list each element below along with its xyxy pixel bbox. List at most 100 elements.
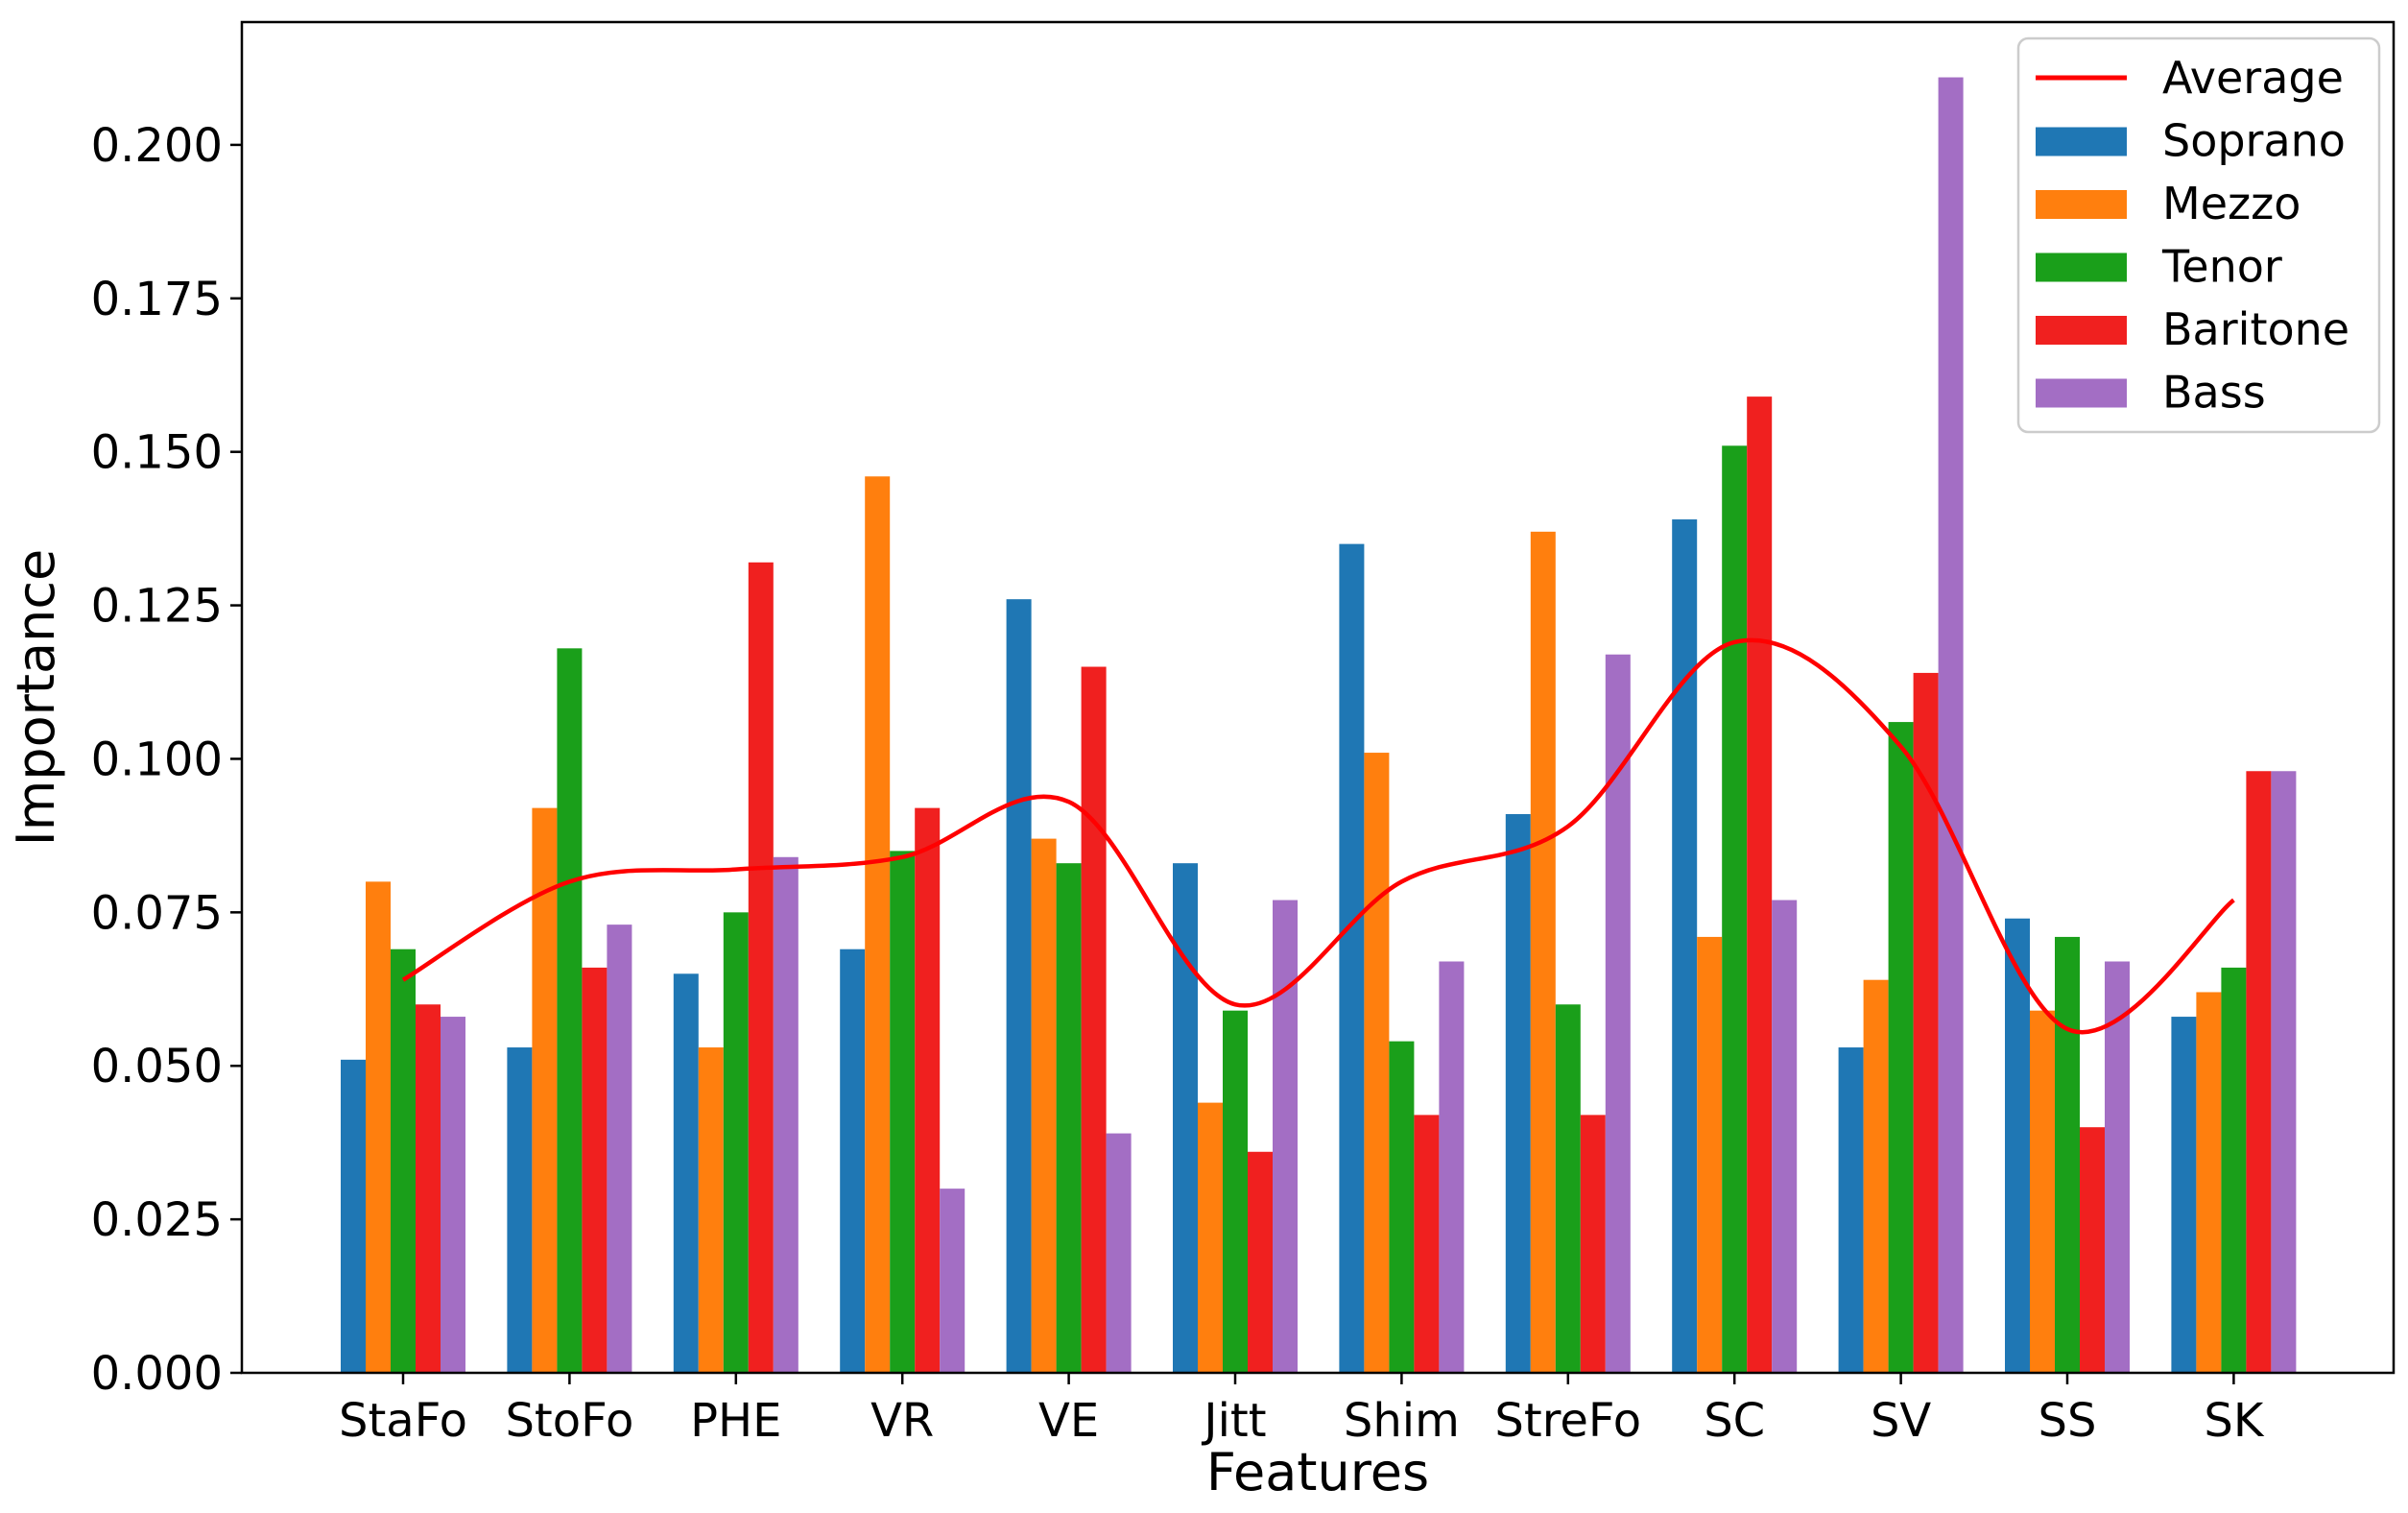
bar-bass-ve <box>1106 1133 1132 1373</box>
legend-label-bass: Bass <box>2162 367 2266 419</box>
average-line <box>401 637 2235 1035</box>
x-tick-label-shim: Shim <box>1344 1394 1460 1448</box>
y-tick-label: 0.100 <box>91 732 223 786</box>
x-tick-label-ve: VE <box>1038 1394 1099 1448</box>
bar-tenor-shim <box>1389 1041 1415 1373</box>
bar-soprano-jitt <box>1173 863 1198 1373</box>
bar-soprano-sk <box>2171 1017 2197 1373</box>
bar-soprano-stofo <box>507 1047 533 1373</box>
legend-swatch-mezzo <box>2036 190 2127 219</box>
bar-baritone-strefo <box>1580 1115 1606 1373</box>
bar-soprano-sv <box>1838 1047 1864 1373</box>
bar-tenor-stofo <box>557 648 583 1373</box>
bar-soprano-vr <box>840 949 866 1373</box>
bar-tenor-strefo <box>1555 1004 1581 1373</box>
x-tick-label-stofo: StoFo <box>505 1394 633 1448</box>
bar-baritone-stofo <box>582 967 608 1373</box>
bar-mezzo-ve <box>1031 838 1057 1373</box>
bar-tenor-ss <box>2055 936 2080 1373</box>
y-tick-label: 0.150 <box>91 426 223 480</box>
x-tick-label-vr: VR <box>870 1394 934 1448</box>
bar-mezzo-stafo <box>366 881 391 1373</box>
x-tick-label-sc: SC <box>1704 1394 1765 1448</box>
legend-swatch-baritone <box>2036 316 2127 345</box>
bar-tenor-vr <box>890 851 916 1373</box>
plot-frame <box>240 20 2396 1375</box>
bar-soprano-stafo <box>341 1059 366 1373</box>
y-tick-label: 0.175 <box>91 273 223 326</box>
bar-tenor-phe <box>723 912 749 1373</box>
x-tick-label-stafo: StaFo <box>339 1394 467 1448</box>
legend-label-soprano: Soprano <box>2162 115 2346 167</box>
bar-bass-ss <box>2105 961 2130 1373</box>
bar-baritone-shim <box>1414 1115 1440 1373</box>
bar-bass-shim <box>1439 961 1465 1373</box>
bar-baritone-sv <box>1913 672 1939 1373</box>
legend-swatch-bass <box>2036 378 2127 408</box>
average-layer <box>401 637 2235 1035</box>
y-tick-label: 0.050 <box>91 1040 223 1093</box>
bar-mezzo-vr <box>865 476 891 1373</box>
bar-bass-phe <box>773 856 799 1373</box>
y-tick-label: 0.025 <box>91 1193 223 1247</box>
x-tick-label-phe: PHE <box>690 1394 781 1448</box>
bar-baritone-sc <box>1747 396 1773 1373</box>
legend-label-baritone: Baritone <box>2162 303 2349 355</box>
bar-bass-vr <box>940 1189 966 1373</box>
bar-bass-stofo <box>607 925 632 1373</box>
bar-bass-stafo <box>441 1017 465 1373</box>
y-tick-label: 0.075 <box>91 886 223 940</box>
bar-tenor-ve <box>1056 863 1082 1373</box>
bar-baritone-jitt <box>1248 1151 1273 1373</box>
bar-mezzo-ss <box>2030 1010 2055 1373</box>
bar-bass-jitt <box>1273 900 1298 1373</box>
bar-soprano-strefo <box>1505 814 1531 1373</box>
x-tick-label-sv: SV <box>1871 1394 1931 1448</box>
bar-tenor-sc <box>1722 445 1748 1373</box>
bar-mezzo-sc <box>1697 936 1723 1373</box>
bar-soprano-sc <box>1672 519 1698 1373</box>
bar-mezzo-phe <box>698 1047 724 1373</box>
bar-tenor-stafo <box>391 949 416 1373</box>
y-tick-label: 0.000 <box>91 1347 223 1401</box>
x-axis: StaFo StoFo PHE VR VE Jitt Shim StreFo SC SV SS SK <box>339 1373 2265 1448</box>
bar-baritone-sk <box>2246 771 2272 1373</box>
x-tick-label-sk: SK <box>2204 1394 2264 1448</box>
legend-swatch-tenor <box>2036 252 2127 282</box>
x-tick-label-ss: SS <box>2038 1394 2097 1448</box>
y-tick-label: 0.200 <box>91 119 223 173</box>
bar-mezzo-jitt <box>1198 1102 1223 1373</box>
x-tick-label-jitt: Jitt <box>1201 1394 1266 1448</box>
bar-baritone-ve <box>1081 666 1107 1373</box>
bar-soprano-ss <box>2005 918 2030 1373</box>
legend-label-average: Average <box>2162 52 2344 104</box>
bar-bass-sk <box>2271 771 2297 1373</box>
bars-layer <box>341 77 2297 1374</box>
bar-baritone-stafo <box>416 1004 441 1373</box>
y-tick-label: 0.125 <box>91 580 223 634</box>
y-axis-title: Importance <box>6 549 66 846</box>
bar-baritone-vr <box>915 807 941 1373</box>
bar-baritone-ss <box>2080 1127 2105 1373</box>
bar-mezzo-sk <box>2196 992 2222 1373</box>
bar-mezzo-stofo <box>532 807 558 1373</box>
legend-label-mezzo: Mezzo <box>2162 178 2301 229</box>
bar-soprano-ve <box>1006 599 1032 1373</box>
x-tick-label-strefo: StreFo <box>1494 1394 1641 1448</box>
legend-swatch-soprano <box>2036 127 2127 156</box>
bar-soprano-shim <box>1339 543 1365 1373</box>
bar-bass-sv <box>1938 77 1964 1374</box>
legend: Average Soprano Mezzo Tenor Baritone Bass <box>2016 36 2381 434</box>
bar-mezzo-sv <box>1863 979 1889 1373</box>
bar-tenor-sk <box>2221 967 2247 1373</box>
bar-bass-sc <box>1772 900 1798 1373</box>
y-axis: 0.000 0.025 0.050 0.075 0.100 0.125 0.150 0.175… <box>91 119 242 1401</box>
bar-soprano-phe <box>673 973 699 1373</box>
bar-baritone-phe <box>748 562 774 1373</box>
legend-label-tenor: Tenor <box>2161 241 2282 293</box>
x-axis-title: Features <box>1206 1442 1429 1502</box>
bar-tenor-jitt <box>1223 1010 1248 1373</box>
bar-mezzo-shim <box>1364 753 1390 1373</box>
bar-tenor-sv <box>1888 722 1914 1373</box>
